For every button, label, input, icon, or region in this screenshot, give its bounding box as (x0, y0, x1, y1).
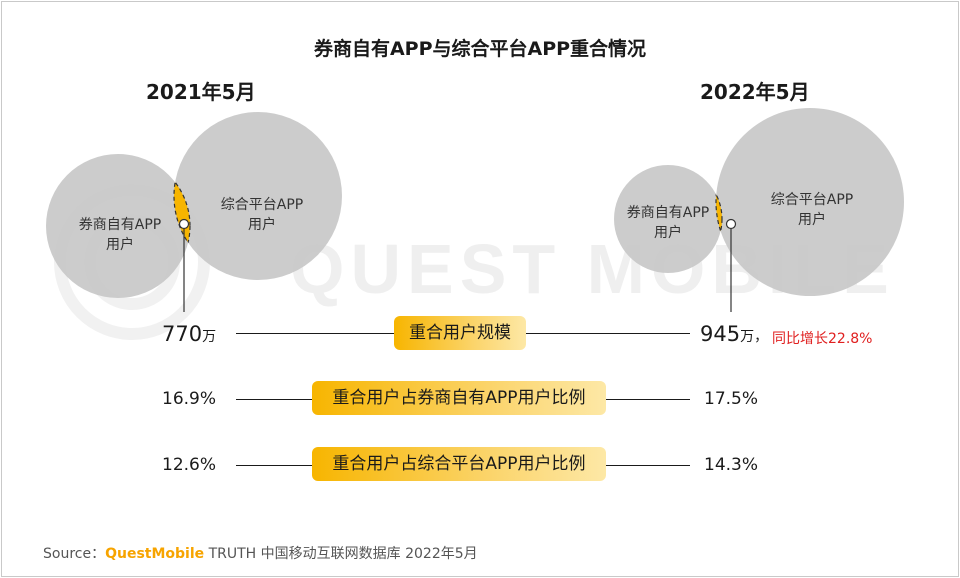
venn-2022-pointer-dot (725, 218, 737, 230)
venn-2021-platform-label: 综合平台APP 用户 (206, 195, 318, 235)
row3-left-line (236, 465, 312, 466)
venn-2022-platform-text: 综合平台APP 用户 (770, 192, 854, 228)
row3-right-line (606, 465, 690, 466)
row1-left-line (236, 333, 394, 334)
venn-2021-platform-text: 综合平台APP 用户 (220, 197, 304, 233)
venn-2021-broker-text: 券商自有APP 用户 (78, 217, 162, 253)
yoy-growth-text: 同比增长22.8% (772, 331, 873, 347)
share-broker-2022: 17.5% (704, 389, 759, 409)
venn-2022-overlap-outline (715, 165, 722, 273)
venn-2021-broker-label: 券商自有APP 用户 (64, 215, 176, 255)
venn-2022-platform-label: 综合平台APP 用户 (756, 190, 868, 230)
venn-2022-broker-text: 券商自有APP 用户 (626, 205, 710, 241)
overlap-users-2021: 770万 (162, 322, 216, 346)
venn-2022-broker-label: 券商自有APP 用户 (612, 203, 724, 243)
source-brand: QuestMobile (105, 546, 205, 562)
venn-2022-platform-circle (716, 108, 904, 296)
venn-2021-overlap-outline-b (174, 153, 191, 280)
period-label-2021: 2021年5月 (146, 80, 256, 104)
venn-2021-pointer-dot (178, 218, 190, 230)
venn-2021-broker-circle (46, 154, 190, 298)
source-rest: TRUTH 中国移动互联网数据库 2022年5月 (204, 546, 478, 562)
metric-pill-overlap-users: 重合用户规模 (394, 316, 526, 350)
row2-right-line (606, 399, 690, 400)
metric-pill-share-broker: 重合用户占券商自有APP用户比例 (312, 381, 606, 415)
venn-2022-overlap-outline-b (716, 164, 723, 274)
source-prefix: Source： (43, 546, 106, 562)
overlap-users-2022-value: 945 (700, 322, 741, 346)
overlap-users-2022-unit: 万 (740, 329, 755, 345)
overlap-users-2021-unit: 万 (202, 329, 217, 345)
share-platform-2021: 12.6% (162, 455, 217, 475)
venn-2021-platform-circle (174, 112, 342, 280)
share-broker-2021: 16.9% (162, 389, 217, 409)
row2-left-line (236, 399, 312, 400)
share-platform-2022: 14.3% (704, 455, 759, 475)
metric-pill-share-platform: 重合用户占综合平台APP用户比例 (312, 447, 606, 481)
overlap-users-2022-separator: ， (754, 329, 769, 345)
period-label-2022: 2022年5月 (700, 80, 810, 104)
row1-right-line (526, 333, 690, 334)
chart-title: 券商自有APP与综合平台APP重合情况 (313, 38, 647, 60)
overlap-users-2021-value: 770 (162, 322, 203, 346)
source-note: Source：QuestMobile TRUTH 中国移动互联网数据库 2022… (43, 543, 478, 563)
venn-2022-broker-circle (614, 165, 722, 273)
overlap-users-2022: 945万， (700, 322, 768, 346)
